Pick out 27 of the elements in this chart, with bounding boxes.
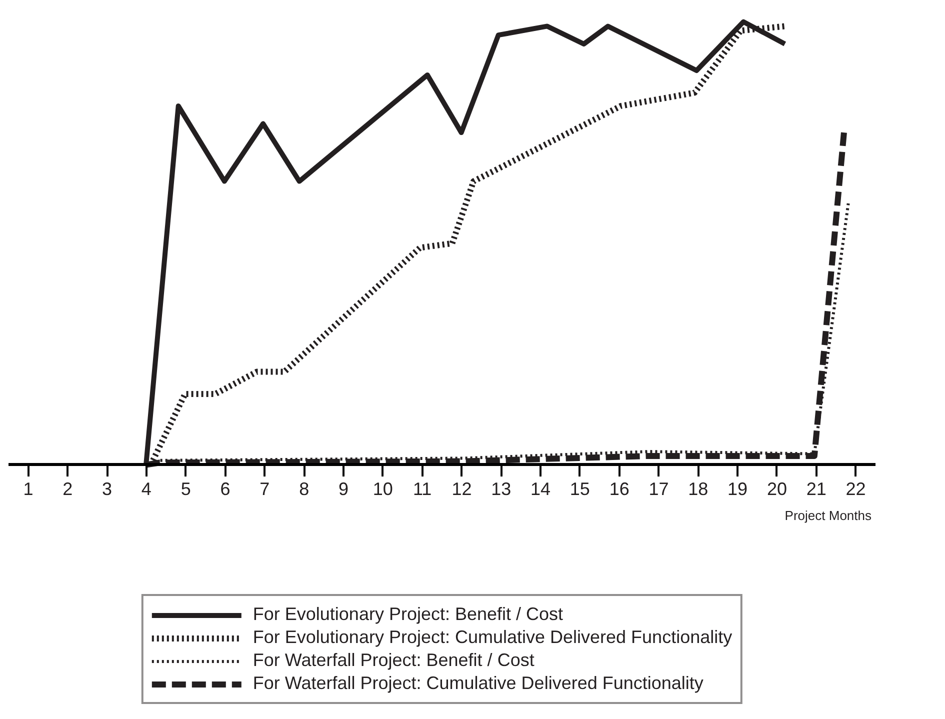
- x-tick-label: 4: [141, 478, 152, 499]
- x-tick-label: 3: [102, 478, 112, 499]
- x-tick-label: 7: [260, 478, 270, 499]
- x-tick-label: 5: [180, 478, 191, 499]
- x-tick-label: 6: [220, 478, 230, 499]
- x-tick-label: 10: [372, 478, 393, 499]
- x-tick-label: 22: [846, 478, 866, 499]
- x-axis-title: Project Months: [784, 508, 872, 523]
- x-tick-label: 14: [530, 478, 551, 499]
- legend-label: For Evolutionary Project: Benefit / Cost: [252, 604, 564, 625]
- x-tick-label: 2: [62, 478, 73, 499]
- legend-label: For Waterfall Project: Benefit / Cost: [252, 650, 534, 671]
- x-tick-label: 11: [412, 478, 432, 499]
- x-tick-label: 16: [609, 478, 630, 499]
- x-tick-label: 1: [23, 478, 34, 499]
- legend-label: For Waterfall Project: Cumulative Delivered Functionality: [252, 673, 704, 694]
- x-tick-label: 15: [570, 478, 590, 499]
- x-tick-label: 21: [806, 478, 826, 499]
- x-tick-label: 12: [452, 478, 472, 499]
- x-tick-label: 17: [648, 478, 669, 499]
- x-tick-label: 18: [688, 478, 708, 499]
- x-tick-label: 20: [766, 478, 787, 499]
- x-tick-label: 9: [338, 478, 348, 499]
- x-tick-label: 13: [491, 478, 512, 499]
- x-tick-label: 8: [299, 478, 310, 499]
- x-tick-label: 19: [728, 478, 748, 499]
- legend-label: For Evolutionary Project: Cumulative Delivered Functionality: [252, 627, 732, 648]
